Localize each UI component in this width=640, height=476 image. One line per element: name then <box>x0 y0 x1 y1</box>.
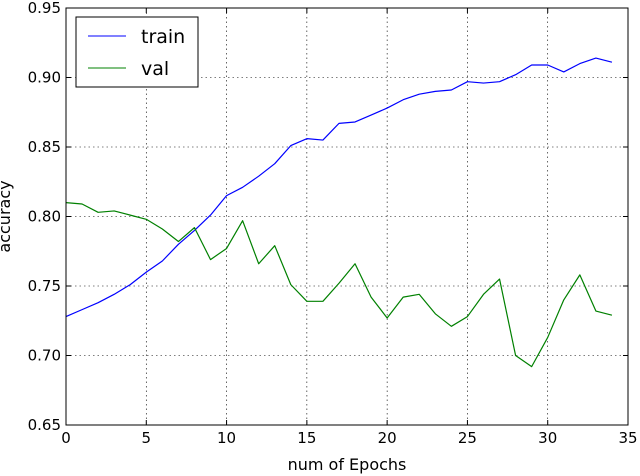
legend-label-val: val <box>141 58 169 80</box>
x-tick-label: 10 <box>217 429 236 447</box>
legend-box <box>75 16 199 88</box>
x-tick-label: 30 <box>538 429 557 447</box>
x-tick-label: 0 <box>61 429 71 447</box>
legend: train val <box>75 16 199 88</box>
y-tick-label: 0.90 <box>28 69 61 87</box>
y-tick-label: 0.75 <box>28 277 61 295</box>
y-tick-label: 0.85 <box>28 138 61 156</box>
x-tick-label: 20 <box>378 429 397 447</box>
x-tick-label: 5 <box>142 429 152 447</box>
legend-label-train: train <box>141 26 185 48</box>
y-tick-label: 0.95 <box>28 0 61 17</box>
series-line-train <box>65 57 613 318</box>
x-axis-title: num of Epochs <box>288 455 407 474</box>
y-axis-title: accuracy <box>0 180 14 252</box>
x-tick-label: 15 <box>297 429 316 447</box>
series-line-val <box>65 202 613 368</box>
series-lines <box>65 57 613 368</box>
y-tick-label: 0.80 <box>28 208 61 226</box>
x-tick-label: 25 <box>458 429 477 447</box>
y-tick-label: 0.70 <box>28 347 61 365</box>
y-tick-label: 0.65 <box>28 416 61 434</box>
axis-ticks: 0 5 10 15 20 25 30 35 0.65 0.70 0.75 0.80 0.85 0.90 0.… <box>28 0 638 447</box>
x-tick-label: 35 <box>618 429 637 447</box>
grid <box>66 8 628 425</box>
